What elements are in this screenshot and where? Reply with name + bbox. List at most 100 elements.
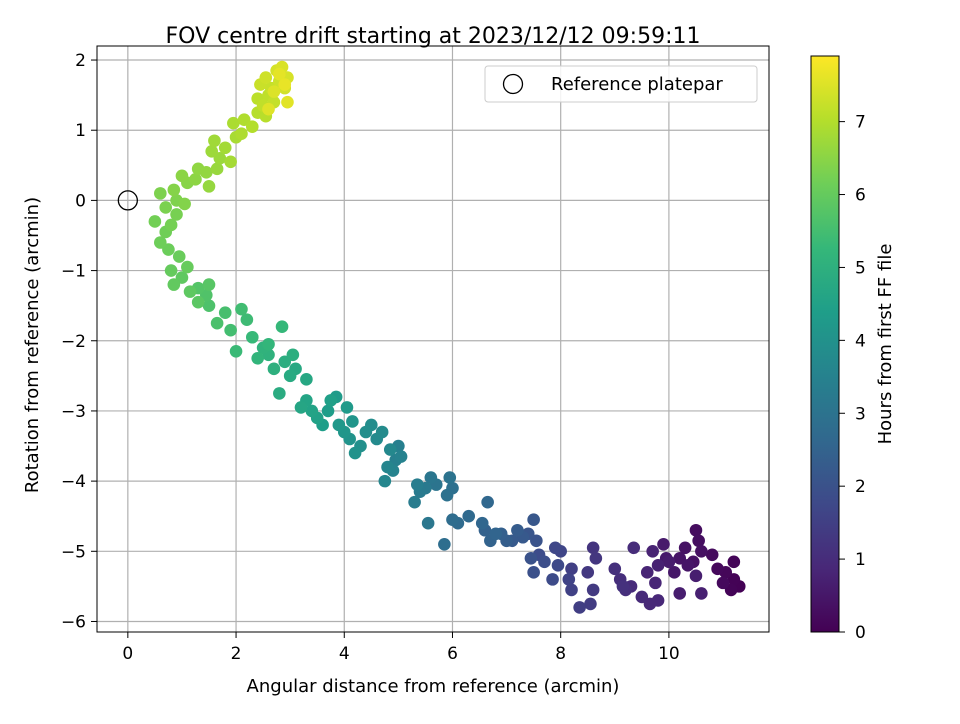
legend-label: Reference platepar [551,74,723,95]
data-point [262,102,275,116]
y-tick-label: 2 [75,51,86,71]
data-point [202,278,216,291]
data-point [175,169,189,183]
data-point [210,316,224,330]
data-point [538,555,551,569]
data-point [421,516,435,530]
data-point [346,415,359,428]
data-point [565,562,578,576]
data-point [305,404,319,418]
colorbar-tick-label: 0 [855,623,866,643]
data-point [411,478,424,491]
data-point [224,323,237,337]
data-point [695,544,708,558]
y-tick-label: −5 [61,542,86,562]
data-point [262,337,275,351]
colorbar-tick-label: 6 [855,186,866,206]
chart-title: FOV centre drift starting at 2023/12/12 … [166,24,701,49]
legend-marker-open-circle [502,73,524,95]
data-point [170,208,183,221]
x-tick-label: 4 [339,644,350,664]
data-point [649,576,662,590]
data-point [227,116,240,130]
data-point [689,569,703,583]
data-point [348,446,362,460]
data-point [546,573,559,586]
data-point [524,552,538,565]
data-point [159,201,173,214]
data-point [172,250,186,263]
data-point [584,597,597,611]
colorbar-tick-label: 7 [855,113,866,133]
data-point [581,566,595,579]
data-point [164,218,178,232]
data-point [273,67,286,81]
data-point [218,141,232,155]
data-point [259,71,273,84]
colorbar-tick-label: 4 [855,331,866,351]
colorbar-tick-label: 3 [855,404,866,424]
data-point [381,460,394,474]
data-point [673,587,687,600]
legend: Reference platepar [484,65,758,103]
data-point [199,166,213,179]
axes-frame [96,45,770,633]
data-point [281,95,294,109]
data-point [424,471,438,484]
data-point [321,404,335,418]
data-point [438,537,451,551]
data-point [267,362,281,376]
x-tick-label: 8 [555,644,566,664]
x-tick-label: 2 [231,644,242,664]
data-point [640,566,654,579]
data-point [164,264,178,277]
data-point [716,576,730,590]
data-point [565,583,578,597]
data-point [278,78,292,91]
data-point [727,555,741,569]
colorbar-ticks: 0 1 2 3 4 5 6 7 [839,113,866,643]
data-point [646,544,659,558]
colorbar-tick-label: 2 [855,477,866,497]
data-point [251,351,264,365]
data-point [240,313,254,327]
data-point [286,348,300,362]
data-point [668,566,681,579]
data-point [527,566,540,579]
colorbar-tick-label: 1 [855,550,866,570]
y-tick-label: −4 [61,472,86,492]
data-point [475,516,489,530]
data-point [573,601,586,614]
data-point [205,144,219,158]
data-point [275,320,289,334]
colorbar-tick-label: 5 [855,258,866,278]
data-point [627,541,641,555]
y-tick-label: 1 [75,121,86,141]
colorbar-gradient [810,55,840,633]
x-axis-label: Angular distance from reference (arcmin) [247,676,620,697]
reference-platepar-marker [117,190,138,211]
data-point [489,527,503,541]
data-point [273,387,286,400]
data-point [324,394,338,407]
data-point [443,471,457,484]
data-point [183,285,197,298]
data-point [218,306,232,319]
data-point [586,541,600,555]
y-tick-label: −3 [61,402,86,422]
data-point [616,580,630,593]
data-point [202,180,216,193]
data-point [589,552,603,565]
data-point [245,120,259,134]
data-point [705,548,719,562]
data-point [208,134,221,148]
data-point [359,425,373,439]
data-point [383,443,397,456]
data-point [181,260,194,274]
data-point [678,541,692,555]
data-point [178,197,191,211]
data-point [202,299,216,312]
data-point [440,488,454,502]
